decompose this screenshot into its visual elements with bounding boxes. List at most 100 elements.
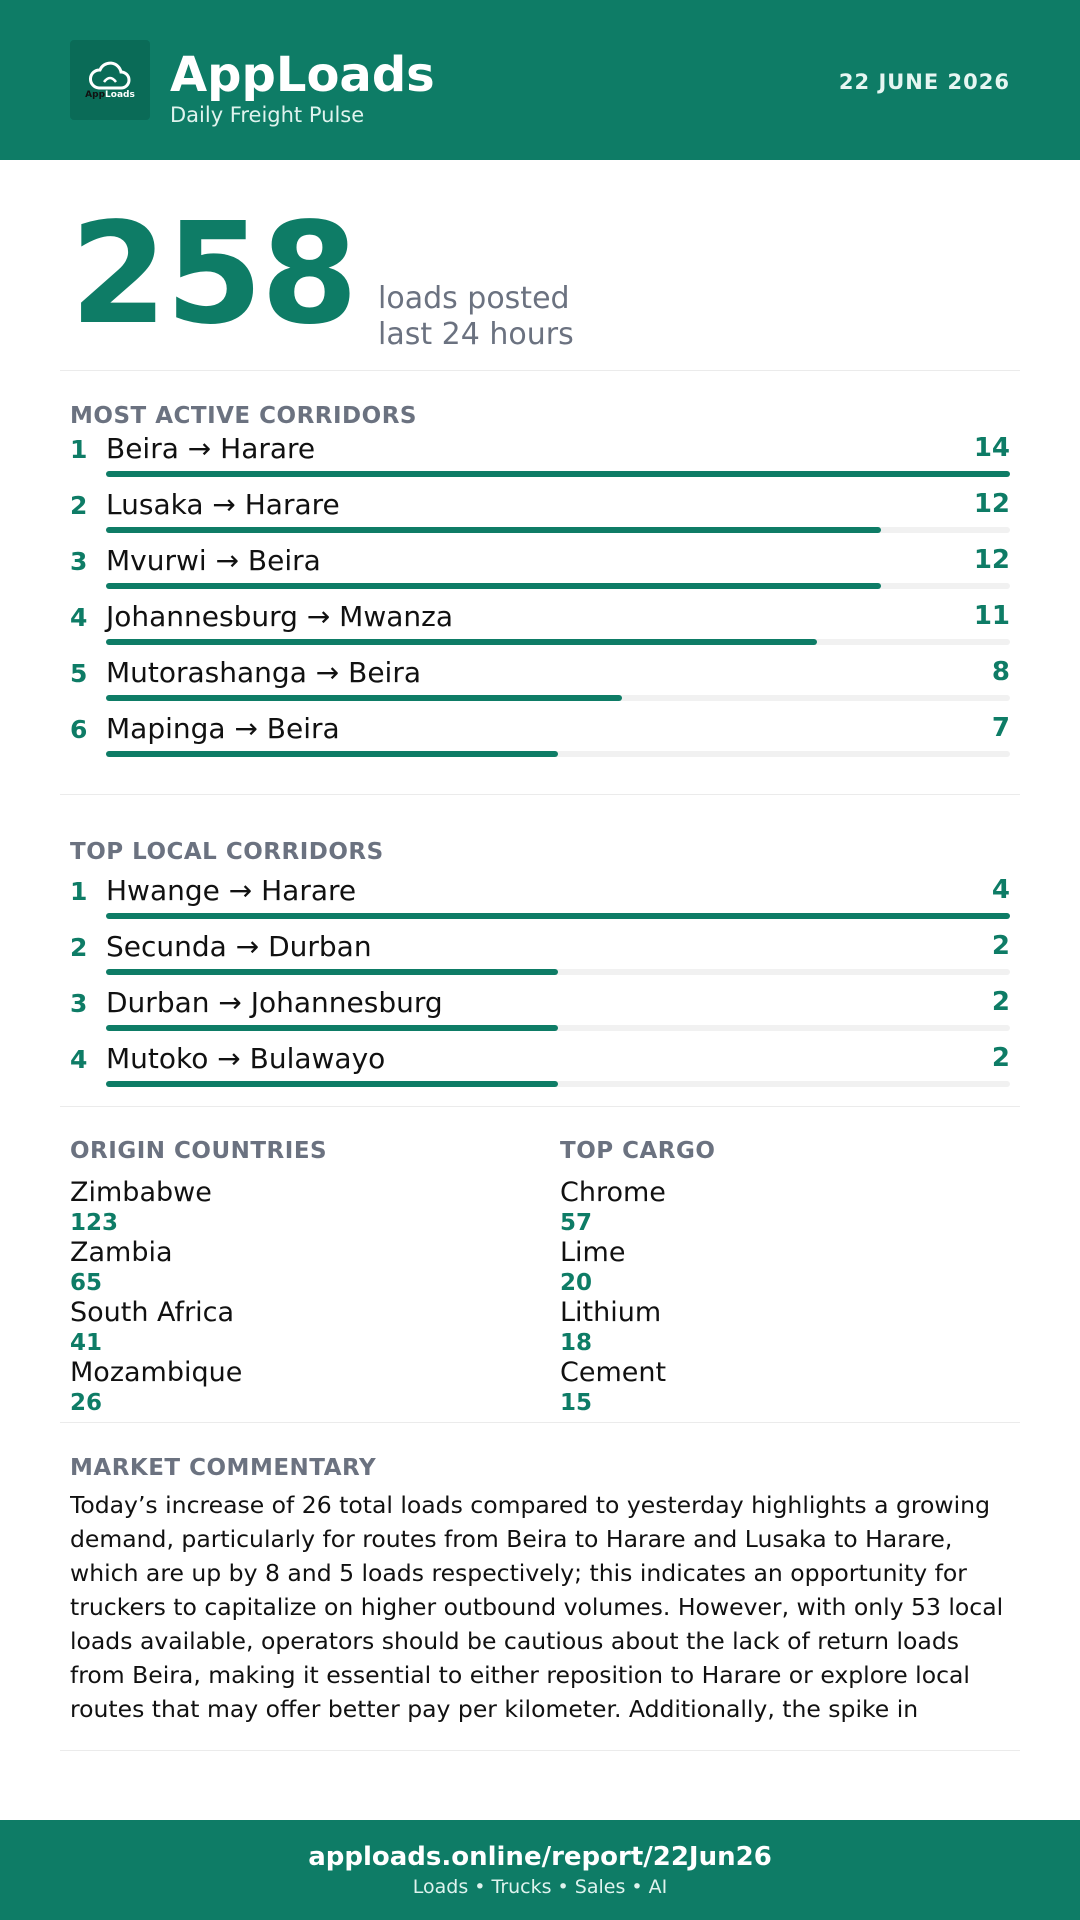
- corridor-bar-track: [106, 695, 1010, 701]
- corridor-bar-track: [106, 751, 1010, 757]
- cargo-item: Lithium 18: [560, 1296, 1020, 1356]
- active-corridor-row: 3 Mvurwi → Beira 12: [70, 543, 1010, 599]
- loads-posted-count: 258: [70, 193, 358, 356]
- report-link[interactable]: apploads.online/report/22Jun26: [308, 1842, 772, 1872]
- origin-country-label: South Africa: [70, 1297, 235, 1328]
- active-corridor-row: 1 Beira → Harare 14: [70, 431, 1010, 487]
- divider: [60, 370, 1020, 371]
- cargo-label: Cement: [560, 1357, 667, 1388]
- corridor-bar-track: [106, 1025, 1010, 1031]
- logo-wordmark: AppLoads: [85, 90, 135, 100]
- corridor-bar-fill: [106, 969, 558, 975]
- corridor-route: Mutoko → Bulawayo: [106, 1042, 386, 1075]
- header-bar: AppLoads AppLoads Daily Freight Pulse 22…: [0, 0, 1080, 160]
- active-corridor-row: 5 Mutorashanga → Beira 8: [70, 655, 1010, 711]
- origin-country-item: South Africa 41: [70, 1296, 530, 1356]
- footer-bar: apploads.online/report/22Jun26 Loads • T…: [0, 1820, 1080, 1920]
- corridor-rank: 2: [70, 933, 88, 962]
- corridor-bar-fill: [106, 639, 817, 645]
- local-corridor-row: 4 Mutoko → Bulawayo 2: [70, 1041, 1010, 1097]
- local-corridor-row: 1 Hwange → Harare 4: [70, 873, 1010, 929]
- cargo-value: 20: [560, 1270, 593, 1296]
- corridor-bar-track: [106, 969, 1010, 975]
- corridor-rank: 6: [70, 715, 88, 744]
- corridor-bar-fill: [106, 1025, 558, 1031]
- corridor-rank: 1: [70, 877, 88, 906]
- cargo-value: 18: [560, 1330, 593, 1356]
- corridor-count: 14: [973, 433, 1010, 463]
- top-cargo-title: TOP CARGO: [560, 1138, 716, 1164]
- active-corridor-row: 6 Mapinga → Beira 7: [70, 711, 1010, 767]
- cargo-item: Chrome 57: [560, 1176, 1020, 1236]
- cargo-value: 15: [560, 1390, 593, 1416]
- brand-name: AppLoads: [170, 47, 435, 103]
- corridor-rank: 4: [70, 603, 88, 632]
- corridor-route: Hwange → Harare: [106, 874, 357, 907]
- corridor-rank: 3: [70, 989, 88, 1018]
- most-active-title: MOST ACTIVE CORRIDORS: [70, 403, 417, 429]
- corridor-count: 2: [991, 1043, 1010, 1073]
- divider: [60, 1750, 1020, 1751]
- active-corridor-row: 2 Lusaka → Harare 12: [70, 487, 1010, 543]
- origin-country-value: 26: [70, 1390, 103, 1416]
- origin-country-item: Zimbabwe 123: [70, 1176, 530, 1236]
- corridor-bar-track: [106, 1081, 1010, 1087]
- corridor-count: 4: [991, 875, 1010, 905]
- corridor-count: 2: [991, 931, 1010, 961]
- corridor-route: Lusaka → Harare: [106, 488, 340, 521]
- corridor-route: Mutorashanga → Beira: [106, 656, 421, 689]
- brand-subtitle: Daily Freight Pulse: [170, 103, 365, 127]
- corridor-bar-fill: [106, 527, 881, 533]
- corridor-bar-fill: [106, 913, 1010, 919]
- cargo-label: Chrome: [560, 1177, 666, 1208]
- corridor-rank: 2: [70, 491, 88, 520]
- hero-caption: loads posted last 24 hours: [378, 281, 574, 353]
- corridor-route: Durban → Johannesburg: [106, 986, 443, 1019]
- cargo-label: Lithium: [560, 1297, 662, 1328]
- market-commentary-title: MARKET COMMENTARY: [70, 1455, 377, 1481]
- origin-country-item: Mozambique 26: [70, 1356, 530, 1416]
- origin-country-label: Zimbabwe: [70, 1177, 212, 1208]
- divider: [60, 1422, 1020, 1423]
- corridor-bar-fill: [106, 1081, 558, 1087]
- corridor-bar-track: [106, 639, 1010, 645]
- corridor-route: Mapinga → Beira: [106, 712, 340, 745]
- corridor-bar-fill: [106, 751, 558, 757]
- origin-countries-title: ORIGIN COUNTRIES: [70, 1138, 328, 1164]
- corridor-bar-fill: [106, 695, 623, 701]
- corridor-route: Mvurwi → Beira: [106, 544, 321, 577]
- origin-country-value: 41: [70, 1330, 103, 1356]
- corridor-rank: 4: [70, 1045, 88, 1074]
- origin-countries-section: ORIGIN COUNTRIES Zimbabwe 123 Zambia 65 Sout…: [70, 1138, 530, 1416]
- origin-country-label: Mozambique: [70, 1357, 243, 1388]
- corridor-bar-track: [106, 527, 1010, 533]
- top-cargo-section: TOP CARGO Chrome 57 Lime 20 Lithium 18 Cement 1…: [560, 1138, 1020, 1416]
- footer-tagline: Loads • Trucks • Sales • AI: [412, 1876, 668, 1898]
- origin-country-value: 65: [70, 1270, 103, 1296]
- corridor-bar-fill: [106, 583, 881, 589]
- origin-country-item: Zambia 65: [70, 1236, 530, 1296]
- corridor-count: 12: [973, 489, 1010, 519]
- top-local-title: TOP LOCAL CORRIDORS: [70, 839, 384, 865]
- local-corridor-row: 3 Durban → Johannesburg 2: [70, 985, 1010, 1041]
- corridor-count: 2: [991, 987, 1010, 1017]
- corridor-route: Beira → Harare: [106, 432, 316, 465]
- corridor-count: 12: [973, 545, 1010, 575]
- corridor-rank: 5: [70, 659, 88, 688]
- brand-block: AppLoads Daily Freight Pulse: [170, 48, 435, 128]
- corridor-bar-track: [106, 471, 1010, 477]
- corridor-rank: 1: [70, 435, 88, 464]
- cargo-item: Lime 20: [560, 1236, 1020, 1296]
- corridor-count: 7: [991, 713, 1010, 743]
- corridor-route: Secunda → Durban: [106, 930, 372, 963]
- corridor-bar-track: [106, 913, 1010, 919]
- market-commentary-text: Today’s increase of 26 total loads compa…: [70, 1491, 1004, 1723]
- divider: [60, 794, 1020, 795]
- divider: [60, 1106, 1020, 1107]
- corridor-bar-fill: [106, 471, 1010, 477]
- origin-country-value: 123: [70, 1210, 119, 1236]
- app-logo[interactable]: AppLoads: [70, 40, 150, 120]
- corridor-bar-track: [106, 583, 1010, 589]
- corridor-count: 11: [973, 601, 1010, 631]
- cloud-icon: [89, 61, 131, 90]
